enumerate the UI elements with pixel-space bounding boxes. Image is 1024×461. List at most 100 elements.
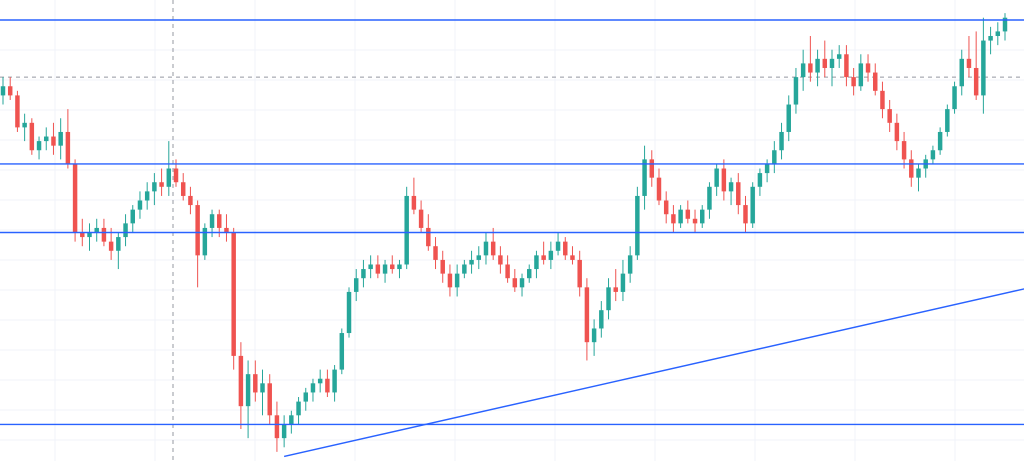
candle-body (368, 264, 373, 270)
candle-body (303, 392, 308, 402)
candle-body (577, 259, 582, 288)
candle-body (411, 195, 417, 210)
candle-body (700, 209, 705, 224)
candle-body (166, 168, 172, 187)
candle-body (916, 168, 921, 178)
candle-body (144, 191, 150, 201)
candle-body (930, 150, 936, 160)
candle-body (649, 159, 655, 178)
candle-body (375, 264, 381, 274)
candle-body (865, 63, 871, 73)
candle-body (858, 63, 864, 87)
candle-body (541, 255, 546, 260)
candle-body (613, 287, 618, 292)
candle-body (317, 378, 323, 384)
candle-body (173, 168, 179, 183)
candle-body (260, 383, 265, 393)
candle-body (58, 131, 63, 146)
candle-body (973, 67, 979, 96)
candle-body (274, 415, 280, 439)
candle-body (188, 195, 193, 206)
candle-body (130, 209, 135, 224)
candle-body (433, 246, 438, 260)
candle-body (440, 259, 445, 274)
candle-body (563, 241, 568, 256)
candle-body (642, 159, 647, 196)
candle-body (743, 205, 748, 224)
candle-body (498, 255, 503, 265)
candle-body (1002, 17, 1008, 32)
candle-body (894, 122, 900, 142)
candle-body (123, 223, 128, 238)
candle-body (505, 264, 510, 279)
candle-body (512, 278, 518, 288)
trendline[interactable] (283, 228, 1024, 458)
candle-body (519, 278, 525, 288)
horizontal-levels[interactable] (0, 19, 1024, 426)
candle-body (555, 241, 561, 251)
candle-body (224, 227, 229, 233)
candles (0, 13, 1008, 452)
candle-body (353, 278, 359, 292)
candle-body (692, 218, 698, 224)
candle-body (0, 86, 6, 96)
candle-body (289, 415, 294, 425)
candle-body (339, 333, 345, 370)
candle-body (202, 227, 208, 256)
candle-body (995, 31, 1001, 36)
candle-body (685, 209, 691, 219)
candle-body (469, 259, 474, 265)
candle-body (15, 95, 20, 128)
candle-body (116, 237, 121, 251)
candle-body (447, 273, 453, 288)
candle-body (880, 90, 885, 110)
candle-body (310, 383, 316, 393)
candle-body (245, 374, 251, 407)
candle-body (829, 58, 835, 68)
candle-body (490, 241, 496, 256)
candle-body (988, 35, 993, 41)
candle-body (728, 182, 734, 192)
candle-body (887, 109, 892, 123)
candle-body (72, 163, 78, 233)
candle-body (584, 287, 590, 343)
candle-body (281, 424, 287, 439)
candle-body (325, 378, 330, 393)
trendline-drawing[interactable] (283, 228, 1024, 458)
candle-body (7, 86, 13, 96)
candle-body (606, 287, 611, 311)
candle-body (945, 109, 950, 132)
candle-body (454, 273, 460, 288)
candle-body (180, 182, 186, 196)
candle-body (757, 173, 763, 187)
candle-body (87, 232, 92, 238)
candle-body (137, 200, 143, 210)
candle-body (217, 214, 222, 228)
candle-body (108, 241, 114, 251)
candle-body (815, 58, 820, 73)
candle-body (678, 209, 683, 224)
candle-body (22, 122, 27, 128)
candle-body (483, 241, 489, 256)
candle-body (404, 195, 409, 265)
candle-body (663, 200, 669, 215)
candle-body (36, 141, 42, 151)
candle-body (101, 227, 107, 242)
candle-body (152, 182, 157, 192)
candle-body (231, 232, 236, 356)
candle-body (822, 58, 828, 68)
candle-body (851, 77, 856, 87)
candle-body (382, 264, 388, 274)
candle-body (671, 214, 676, 224)
candle-body (209, 214, 215, 228)
candle-body (591, 328, 597, 343)
candle-body (736, 182, 741, 206)
candle-body (786, 104, 791, 132)
candle-body (526, 269, 532, 279)
candle-body (361, 269, 366, 279)
candle-body (346, 291, 352, 334)
candle-body (909, 159, 914, 178)
